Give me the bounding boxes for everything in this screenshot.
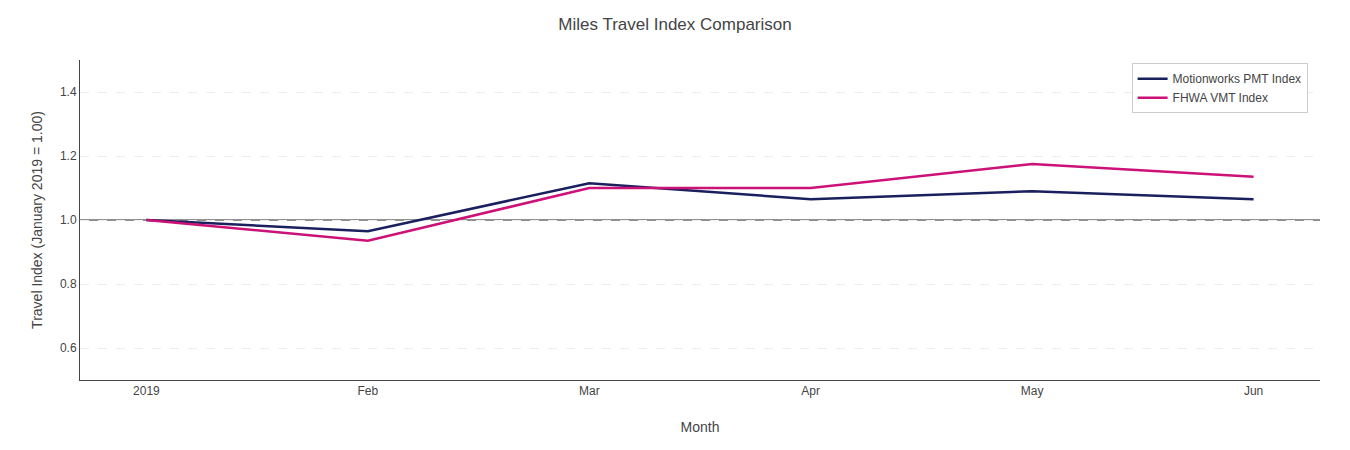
svg-text:2019: 2019 [133,384,160,398]
svg-text:1.0: 1.0 [60,213,77,227]
svg-text:Motionworks PMT Index: Motionworks PMT Index [1173,72,1302,86]
svg-text:Month: Month [681,419,720,435]
svg-text:1.4: 1.4 [60,85,77,99]
svg-text:May: May [1021,384,1044,398]
svg-text:Feb: Feb [358,384,379,398]
svg-text:1.2: 1.2 [60,149,77,163]
svg-text:Mar: Mar [579,384,600,398]
svg-text:Travel Index (January 2019 = 1: Travel Index (January 2019 = 1.00) [29,111,45,329]
svg-text:0.8: 0.8 [60,277,77,291]
svg-text:Jun: Jun [1244,384,1263,398]
svg-text:Apr: Apr [801,384,820,398]
svg-text:FHWA VMT Index: FHWA VMT Index [1173,91,1268,105]
svg-text:Miles Travel Index Comparison: Miles Travel Index Comparison [558,15,791,34]
svg-text:0.6: 0.6 [60,341,77,355]
